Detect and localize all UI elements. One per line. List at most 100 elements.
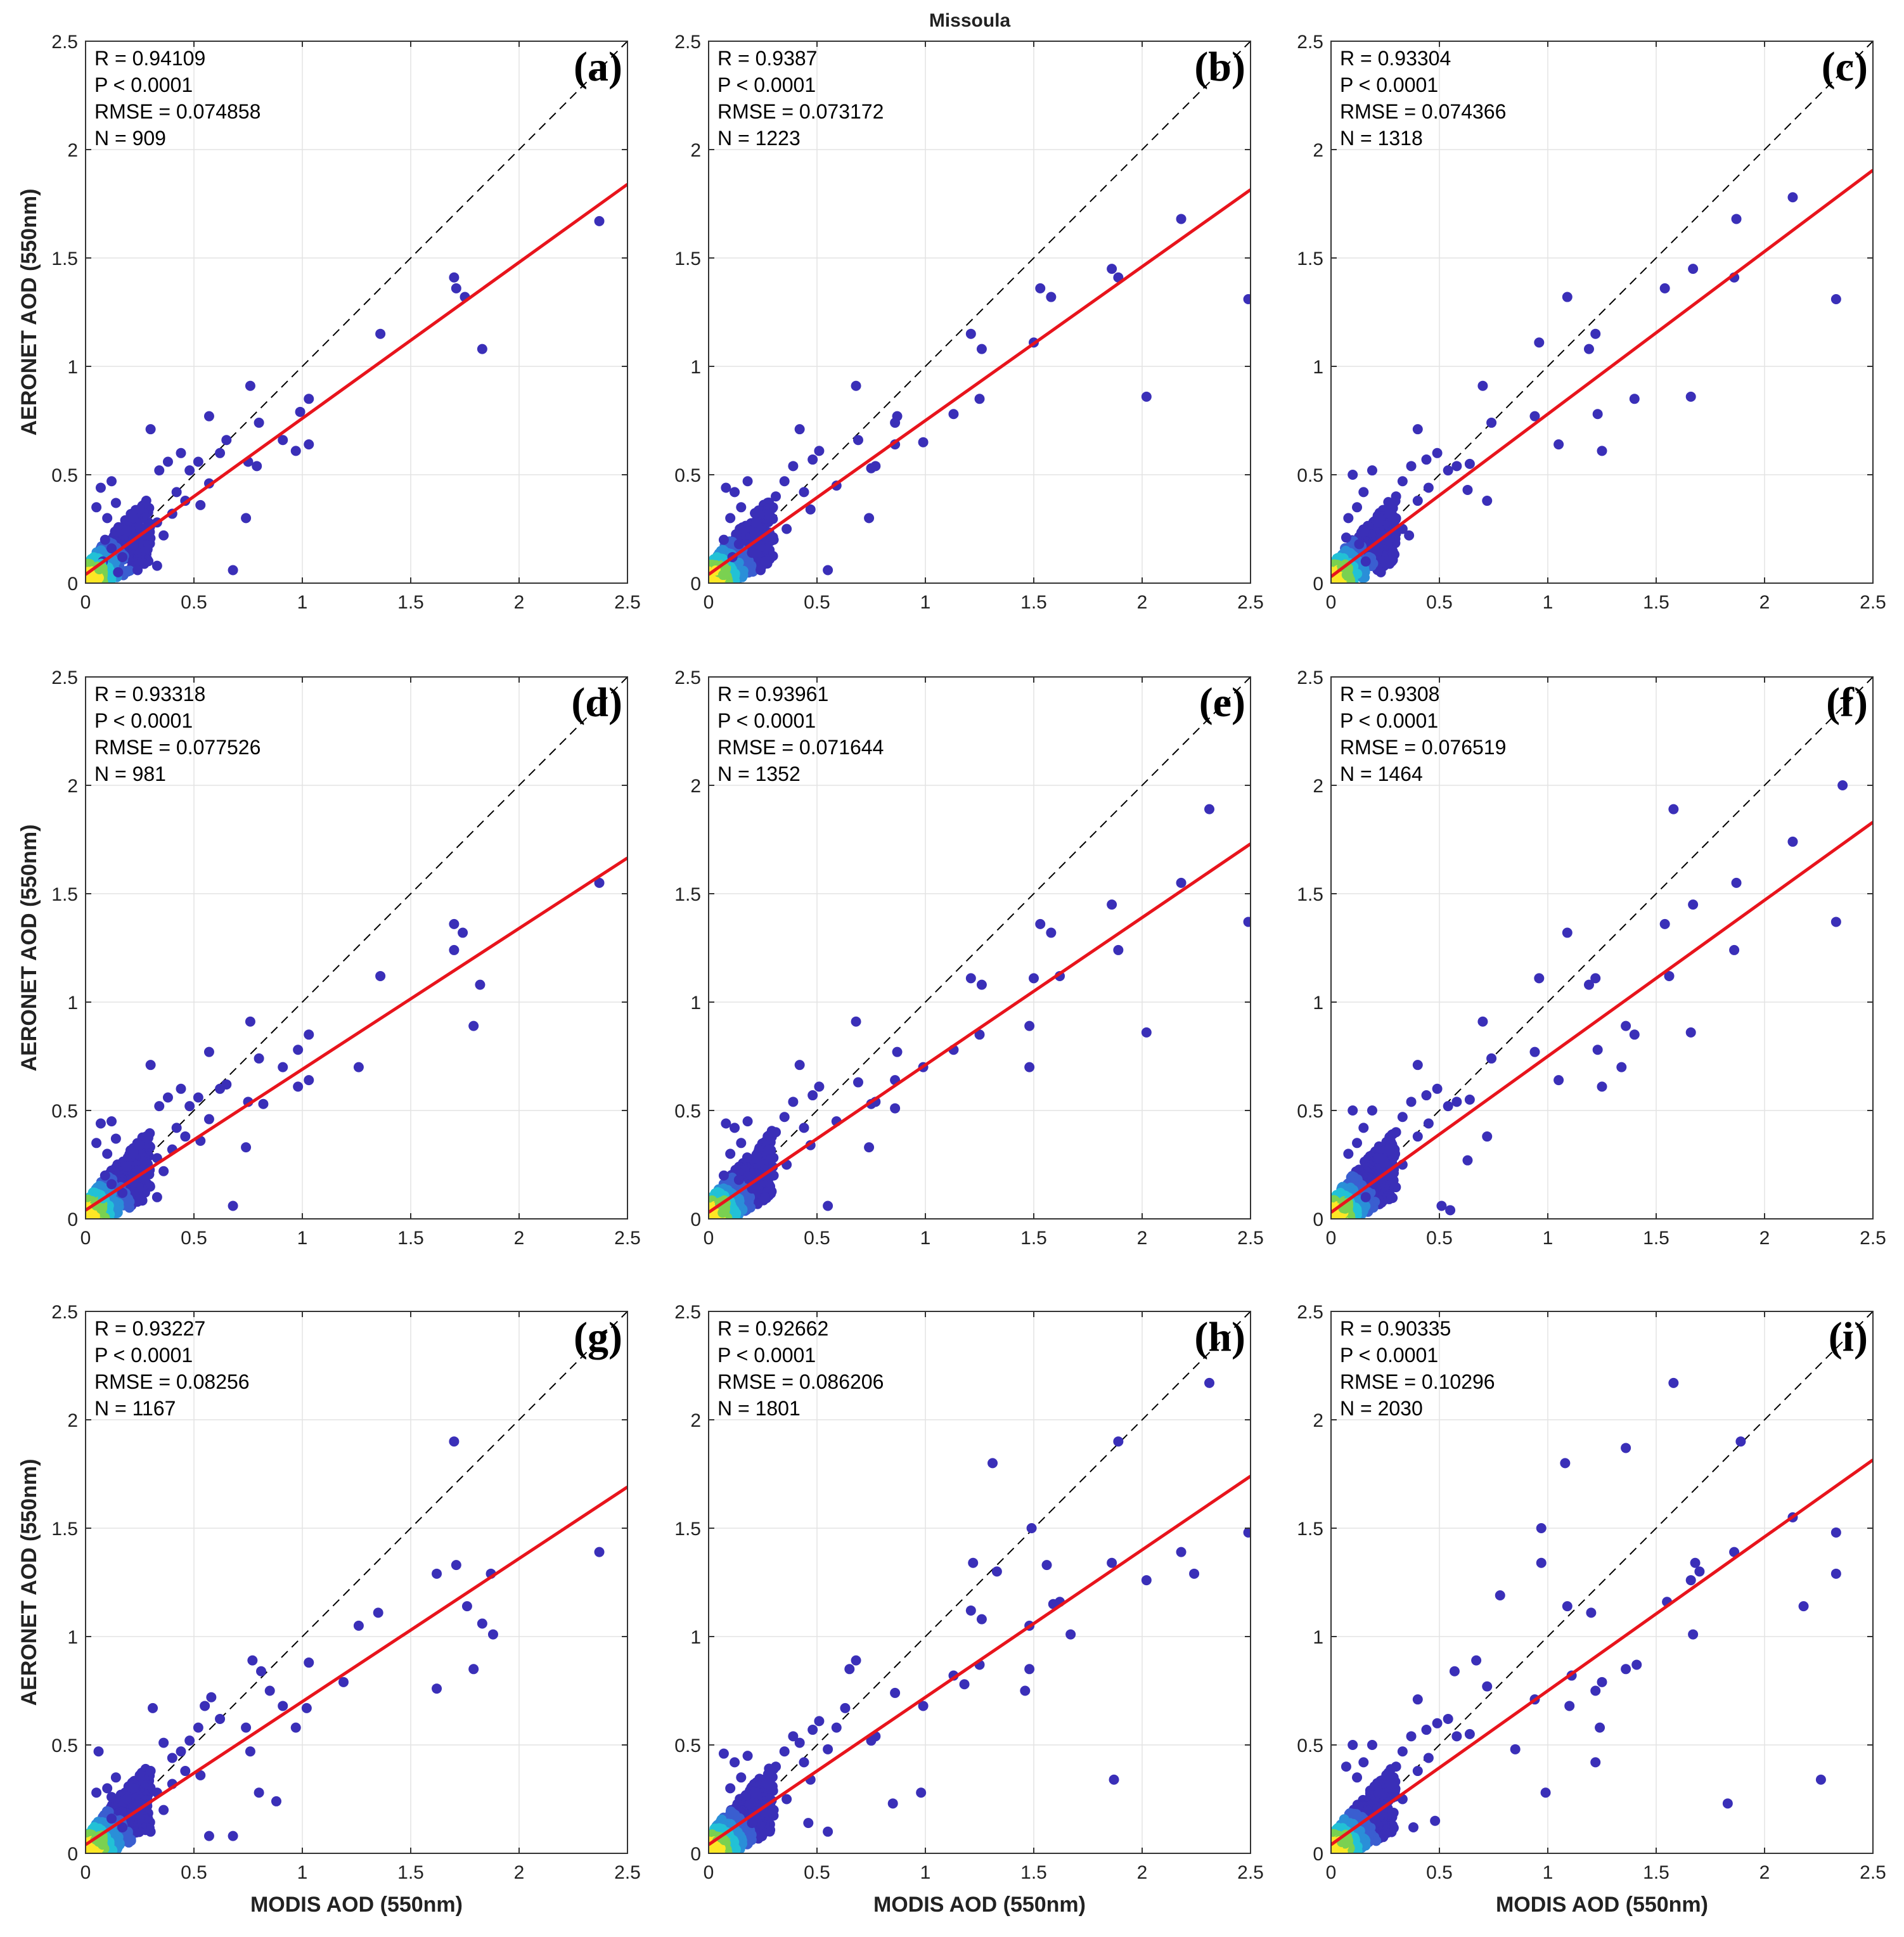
stat-r: R = 0.93318 bbox=[94, 683, 205, 705]
data-point bbox=[892, 1046, 903, 1057]
data-point bbox=[487, 1629, 498, 1640]
data-point bbox=[1451, 461, 1462, 472]
data-point bbox=[1386, 556, 1397, 567]
data-point bbox=[1141, 391, 1152, 402]
data-point bbox=[1348, 1105, 1358, 1116]
data-point bbox=[145, 424, 156, 435]
data-point bbox=[1629, 1029, 1640, 1040]
stat-r: R = 0.93961 bbox=[717, 683, 828, 705]
panel-label: (g) bbox=[574, 1314, 622, 1360]
regression-line bbox=[86, 1485, 627, 1846]
data-point bbox=[158, 1166, 169, 1176]
x-tick-label: 1 bbox=[920, 1228, 931, 1249]
data-point bbox=[1462, 1155, 1473, 1166]
data-point bbox=[1421, 454, 1432, 465]
stat-r: R = 0.93304 bbox=[1340, 47, 1451, 70]
data-point bbox=[1107, 899, 1117, 910]
data-point bbox=[278, 1062, 288, 1072]
one-to-one-line bbox=[86, 41, 627, 583]
y-tick-label: 1.5 bbox=[1297, 248, 1323, 269]
data-point bbox=[1204, 804, 1215, 814]
data-point bbox=[206, 1692, 217, 1702]
data-point bbox=[451, 1560, 461, 1571]
y-tick-label: 2.5 bbox=[51, 32, 78, 53]
data-layer bbox=[709, 1311, 1251, 1853]
data-point bbox=[751, 517, 762, 528]
data-point bbox=[477, 1618, 487, 1629]
regression-line bbox=[709, 188, 1251, 576]
data-point bbox=[1352, 1138, 1363, 1149]
data-point bbox=[718, 534, 729, 545]
data-point bbox=[1243, 293, 1251, 304]
data-point bbox=[1830, 917, 1841, 927]
data-point bbox=[1373, 1153, 1384, 1164]
panel-label: (f) bbox=[1826, 679, 1868, 726]
data-point bbox=[1141, 1027, 1152, 1038]
data-point bbox=[451, 283, 461, 293]
data-point bbox=[1343, 513, 1354, 524]
data-point bbox=[764, 1144, 775, 1155]
data-point bbox=[113, 567, 124, 577]
y-tick-label: 0 bbox=[1313, 1209, 1323, 1230]
x-tick-label: 0 bbox=[80, 592, 91, 613]
data-point bbox=[102, 513, 113, 524]
data-point bbox=[1529, 411, 1540, 422]
data-point bbox=[176, 447, 186, 458]
data-point bbox=[1386, 1192, 1397, 1202]
data-point bbox=[1685, 1027, 1696, 1038]
x-tick-label: 0 bbox=[1326, 592, 1337, 613]
data-point bbox=[100, 1170, 110, 1181]
data-point bbox=[171, 487, 182, 498]
data-point bbox=[1024, 1020, 1035, 1031]
y-tick-label: 0.5 bbox=[1297, 465, 1323, 486]
y-tick-label: 2 bbox=[690, 776, 701, 797]
data-point bbox=[228, 565, 238, 576]
data-point bbox=[203, 1114, 214, 1124]
data-layer bbox=[709, 677, 1251, 1219]
data-point bbox=[1616, 1062, 1627, 1072]
data-point bbox=[254, 417, 264, 428]
data-point bbox=[1837, 780, 1848, 790]
data-point bbox=[158, 530, 169, 541]
x-tick-label: 2 bbox=[1137, 592, 1148, 613]
data-point bbox=[751, 1153, 762, 1164]
stat-r: R = 0.94109 bbox=[94, 47, 205, 70]
data-point bbox=[794, 1060, 805, 1071]
data-point bbox=[1375, 567, 1386, 577]
data-point bbox=[252, 461, 262, 472]
x-tick-label: 1 bbox=[1543, 1228, 1553, 1249]
data-layer bbox=[86, 677, 627, 1219]
data-point bbox=[718, 1170, 729, 1181]
y-tick-label: 1.5 bbox=[1297, 884, 1323, 905]
data-point bbox=[756, 565, 766, 576]
y-tick-label: 0.5 bbox=[51, 465, 78, 486]
x-tick-label: 1.5 bbox=[397, 1228, 424, 1249]
data-point bbox=[258, 1098, 269, 1109]
data-point bbox=[148, 1702, 158, 1713]
data-point bbox=[852, 435, 863, 446]
x-tick-label: 2 bbox=[514, 592, 525, 613]
data-point bbox=[1176, 214, 1187, 224]
data-point bbox=[788, 461, 799, 472]
data-point bbox=[134, 504, 145, 515]
data-point bbox=[721, 1118, 731, 1129]
y-tick-label: 2.5 bbox=[674, 32, 701, 53]
data-point bbox=[100, 534, 110, 545]
data-layer bbox=[1331, 41, 1873, 583]
data-point bbox=[176, 1083, 186, 1094]
data-point bbox=[736, 1138, 747, 1149]
data-point bbox=[375, 328, 386, 339]
data-point-core bbox=[1341, 569, 1352, 580]
y-axis-label: AERONET AOD (550nm) bbox=[17, 189, 41, 436]
data-point bbox=[1787, 836, 1798, 847]
data-point bbox=[1688, 264, 1699, 274]
data-point-core bbox=[96, 1204, 106, 1214]
data-point bbox=[1406, 461, 1417, 472]
stat-p: P < 0.0001 bbox=[1340, 74, 1438, 96]
panel-label: (a) bbox=[574, 44, 622, 90]
data-point bbox=[241, 1722, 252, 1733]
data-point bbox=[1384, 1144, 1395, 1155]
data-point bbox=[245, 380, 255, 391]
data-point bbox=[1107, 264, 1117, 274]
